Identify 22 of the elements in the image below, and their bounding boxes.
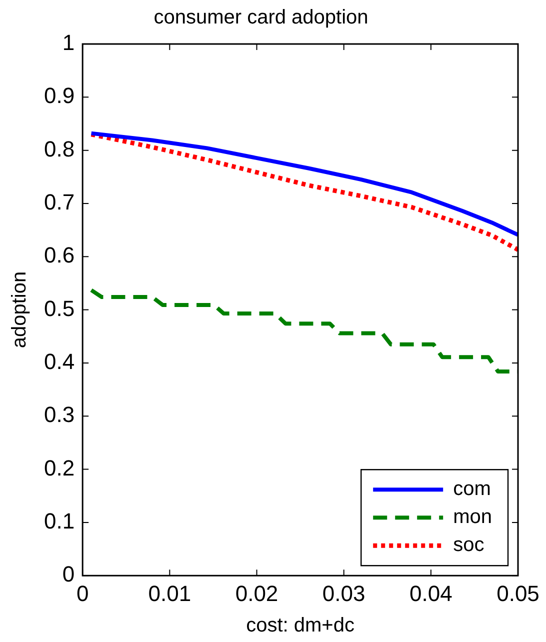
legend-label: com — [453, 478, 491, 500]
chart-title: consumer card adoption — [154, 6, 368, 29]
y-tick-label: 0.3 — [44, 402, 75, 428]
y-tick-label: 0.4 — [44, 349, 75, 374]
x-tick-label: 0.01 — [148, 580, 192, 606]
y-tick-label: 0.7 — [44, 190, 75, 215]
y-tick-label: 0.6 — [44, 242, 75, 268]
y-tick-label: 0.5 — [44, 296, 75, 321]
x-tick-label: 0.05 — [496, 580, 540, 606]
y-tick-label: 0.1 — [44, 508, 75, 534]
legend-label: soc — [453, 534, 484, 556]
legend-label: mon — [453, 506, 492, 528]
y-tick-label: 0.9 — [44, 83, 75, 108]
x-tick-label: 0.03 — [322, 580, 366, 606]
x-tick-label: 0.02 — [235, 580, 278, 606]
x-axis-title: cost: dm+dc — [246, 614, 354, 637]
y-tick-label: 1 — [62, 30, 75, 56]
x-tick-label: 0.04 — [410, 580, 452, 606]
y-tick-label: 0 — [62, 562, 75, 587]
y-axis-title: adoption — [8, 271, 31, 348]
y-tick-label: 0.2 — [44, 455, 75, 480]
y-tick-label: 0.8 — [44, 136, 75, 162]
